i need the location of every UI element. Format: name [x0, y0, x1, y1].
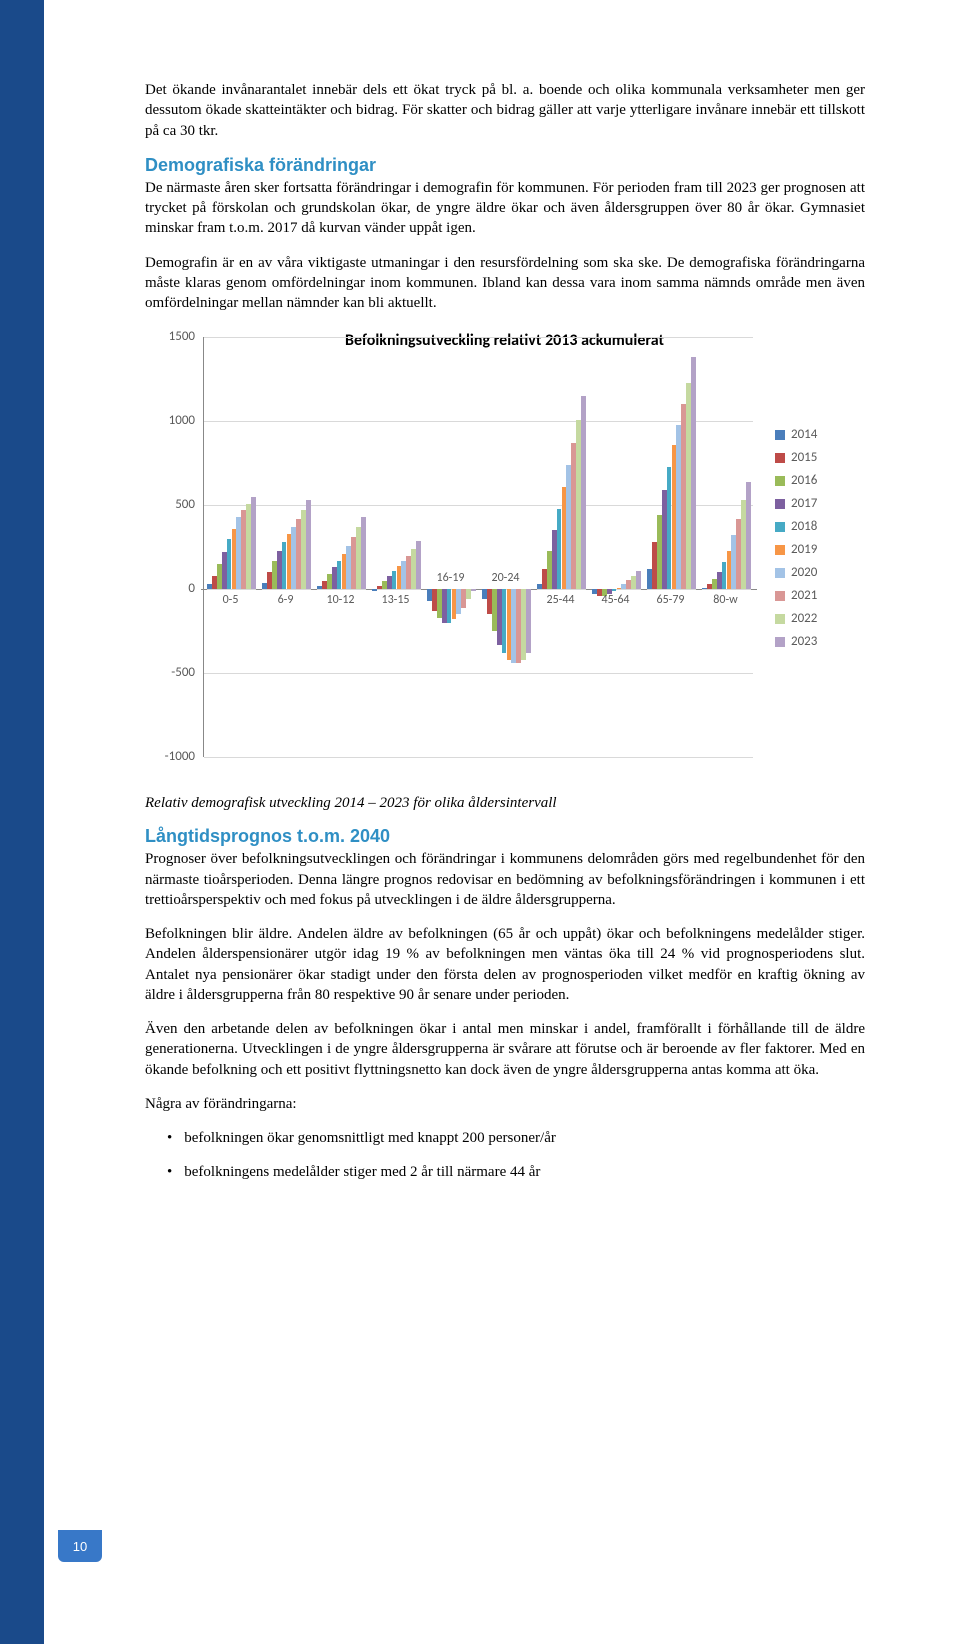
zero-line-segment: [476, 589, 483, 590]
zero-line-segment: [311, 589, 318, 590]
legend-label: 2021: [791, 588, 817, 603]
legend-item: 2014: [775, 427, 865, 442]
chart-caption: Relativ demografisk utveckling 2014 – 20…: [145, 795, 865, 812]
legend-item: 2023: [775, 634, 865, 649]
gridline: [204, 421, 753, 422]
bar: [251, 497, 256, 589]
bar: [746, 482, 751, 590]
y-tick-label: 0: [145, 581, 195, 596]
bar: [416, 541, 421, 590]
y-tick-label: 500: [145, 497, 195, 512]
paragraph-langtid-3: Även den arbetande delen av befolkningen…: [145, 1019, 865, 1080]
y-tick-label: 1500: [145, 329, 195, 344]
legend-label: 2022: [791, 611, 817, 626]
legend-label: 2018: [791, 519, 817, 534]
paragraph-langtid-2: Befolkningen blir äldre. Andelen äldre a…: [145, 924, 865, 1005]
zero-line-segment: [531, 589, 538, 590]
x-tick-label: 13-15: [371, 593, 419, 607]
legend-label: 2016: [791, 473, 817, 488]
legend-swatch: [775, 476, 785, 486]
legend-swatch: [775, 499, 785, 509]
bullet-item-1: • befolkningen ökar genomsnittligt med k…: [167, 1128, 865, 1148]
legend-label: 2023: [791, 634, 817, 649]
legend-item: 2017: [775, 496, 865, 511]
bullet-list: • befolkningen ökar genomsnittligt med k…: [167, 1128, 865, 1183]
bar: [306, 500, 311, 589]
zero-line-segment: [366, 589, 373, 590]
paragraph-demografiska-2: Demografin är en av våra viktigaste utma…: [145, 253, 865, 314]
legend-label: 2020: [791, 565, 817, 580]
legend-label: 2015: [791, 450, 817, 465]
y-tick-label: 1000: [145, 413, 195, 428]
legend-item: 2021: [775, 588, 865, 603]
paragraph-intro: Det ökande invånarantalet innebär dels e…: [145, 80, 865, 141]
x-tick-label: 65-79: [646, 593, 694, 607]
legend-item: 2020: [775, 565, 865, 580]
bar: [636, 571, 641, 589]
y-tick-label: -1000: [145, 749, 195, 764]
main-content: Det ökande invånarantalet innebär dels e…: [145, 80, 865, 1197]
bar: [361, 517, 366, 589]
legend-item: 2016: [775, 473, 865, 488]
paragraph-langtid-1: Prognoser över befolkningsutvecklingen o…: [145, 849, 865, 910]
left-blue-bar: [0, 0, 44, 1644]
bar: [372, 589, 377, 591]
zero-line-segment: [256, 589, 263, 590]
bullet-dot: •: [167, 1128, 172, 1148]
zero-line-segment: [696, 589, 703, 590]
legend-swatch: [775, 614, 785, 624]
legend-swatch: [775, 637, 785, 647]
gridline: [204, 673, 753, 674]
y-tick-label: -500: [145, 665, 195, 680]
x-tick-label: 6-9: [261, 593, 309, 607]
zero-line-segment: [586, 589, 593, 590]
heading-langtid: Långtidsprognos t.o.m. 2040: [145, 826, 865, 847]
x-tick-label: 45-64: [591, 593, 639, 607]
bullet-text-1: befolkningen ökar genomsnittligt med kna…: [184, 1128, 556, 1148]
legend-swatch: [775, 522, 785, 532]
legend-swatch: [775, 453, 785, 463]
x-tick-label: 20-24: [481, 571, 529, 585]
legend-swatch: [775, 430, 785, 440]
legend-swatch: [775, 591, 785, 601]
heading-demografiska: Demografiska förändringar: [145, 155, 865, 176]
legend-item: 2022: [775, 611, 865, 626]
legend-label: 2019: [791, 542, 817, 557]
bar: [691, 357, 696, 589]
legend-swatch: [775, 568, 785, 578]
x-tick-label: 80-w: [701, 593, 749, 607]
bullet-text-2: befolkningens medelålder stiger med 2 år…: [184, 1162, 540, 1182]
zero-line-segment: [201, 589, 208, 590]
legend-item: 2018: [775, 519, 865, 534]
gridline: [204, 337, 753, 338]
zero-line-segment: [421, 589, 428, 590]
page-number: 10: [73, 1539, 87, 1554]
population-chart: Befolkningsutveckling relativt 2013 acku…: [145, 327, 865, 777]
legend-item: 2015: [775, 450, 865, 465]
bullet-item-2: • befolkningens medelålder stiger med 2 …: [167, 1162, 865, 1182]
bar: [612, 589, 617, 591]
legend-swatch: [775, 545, 785, 555]
x-tick-label: 0-5: [206, 593, 254, 607]
bullet-dot: •: [167, 1162, 172, 1182]
zero-line-segment: [641, 589, 648, 590]
page-number-badge: 10: [58, 1530, 102, 1562]
chart-legend: 2014 2015 2016 2017 2018 2019 2020 2021 2022 2023: [775, 427, 865, 657]
gridline: [204, 757, 753, 758]
bar: [581, 396, 586, 589]
legend-label: 2014: [791, 427, 817, 442]
x-tick-label: 10-12: [316, 593, 364, 607]
x-tick-label: 25-44: [536, 593, 584, 607]
plot-area: [203, 337, 753, 757]
legend-item: 2019: [775, 542, 865, 557]
x-tick-label: 16-19: [426, 571, 474, 585]
paragraph-demografiska-1: De närmaste åren sker fortsatta förändri…: [145, 178, 865, 239]
list-intro: Några av förändringarna:: [145, 1094, 865, 1114]
bar: [526, 589, 531, 653]
legend-label: 2017: [791, 496, 817, 511]
